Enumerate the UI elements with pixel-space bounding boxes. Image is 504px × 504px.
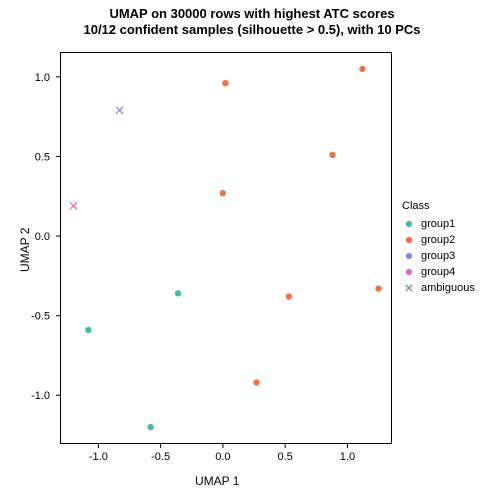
x-tick-label: -0.5	[151, 451, 170, 463]
chart-title-line1: UMAP on 30000 rows with highest ATC scor…	[0, 6, 504, 22]
scatter-point	[253, 379, 259, 385]
scatter-point	[359, 66, 365, 72]
legend-item: group1	[402, 216, 475, 232]
legend-label: group2	[421, 235, 455, 246]
legend-item: group4	[402, 264, 475, 280]
scatter-point	[175, 290, 181, 296]
x-tick-label: -1.0	[89, 451, 108, 463]
scatter-point	[220, 190, 226, 196]
scatter-point	[147, 424, 153, 430]
legend-swatch	[402, 249, 416, 263]
legend-label: group1	[421, 219, 455, 230]
legend-label: group4	[421, 267, 455, 278]
x-tick-label: 0.5	[278, 451, 293, 463]
scatter-point	[70, 202, 77, 209]
legend-swatch	[402, 265, 416, 279]
y-axis-label: UMAP 2	[18, 228, 32, 272]
legend-label: group3	[421, 251, 455, 262]
y-tick-label: 0.5	[35, 151, 50, 163]
legend-label: ambiguous	[421, 283, 475, 294]
scatter-point	[85, 327, 91, 333]
legend-swatch	[402, 281, 416, 295]
scatter-point	[116, 107, 123, 114]
legend-item: group2	[402, 232, 475, 248]
figure: UMAP on 30000 rows with highest ATC scor…	[0, 0, 504, 504]
scatter-plot: -1.0-0.50.00.51.0-1.0-0.50.00.51.0	[61, 53, 391, 443]
x-axis-label: UMAP 1	[195, 474, 239, 488]
legend-title: Class	[402, 200, 475, 212]
scatter-point	[222, 80, 228, 86]
plot-area: -1.0-0.50.00.51.0-1.0-0.50.00.51.0	[60, 52, 392, 444]
y-tick-label: 0.0	[35, 231, 50, 243]
scatter-point	[375, 285, 381, 291]
scatter-point	[329, 152, 335, 158]
legend-swatch	[402, 233, 416, 247]
x-tick-label: 0.0	[215, 451, 230, 463]
y-tick-label: 1.0	[35, 72, 50, 84]
legend: Class group1 group2 group3 group4 ambiguous	[402, 200, 475, 296]
legend-swatch	[402, 217, 416, 231]
chart-title-line2: 10/12 confident samples (silhouette > 0.…	[0, 22, 504, 38]
legend-item: group3	[402, 248, 475, 264]
y-tick-label: -0.5	[31, 311, 50, 323]
y-tick-label: -1.0	[31, 390, 50, 402]
scatter-point	[286, 293, 292, 299]
chart-title: UMAP on 30000 rows with highest ATC scor…	[0, 6, 504, 39]
legend-item: ambiguous	[402, 280, 475, 296]
x-tick-label: 1.0	[340, 451, 355, 463]
